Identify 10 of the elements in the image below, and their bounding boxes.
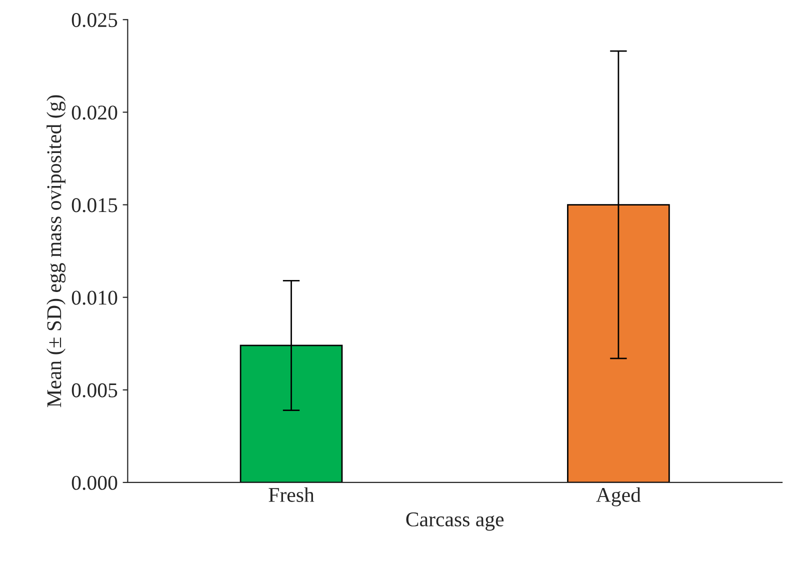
y-tick-label: 0.000 <box>72 476 118 490</box>
y-tick-label: 0.025 <box>72 13 118 28</box>
y-tick-label: 0.005 <box>72 383 118 398</box>
y-tick-label: 0.020 <box>72 106 118 120</box>
x-axis-title: Carcass age <box>406 512 504 531</box>
y-tick-label: 0.010 <box>72 290 118 305</box>
y-tick-label: 0.015 <box>72 198 118 212</box>
x-tick-label: Aged <box>596 487 641 506</box>
x-tick-label: Fresh <box>268 487 314 502</box>
y-axis-title: Mean (± SD) egg mass oviposited (g) <box>46 95 66 408</box>
